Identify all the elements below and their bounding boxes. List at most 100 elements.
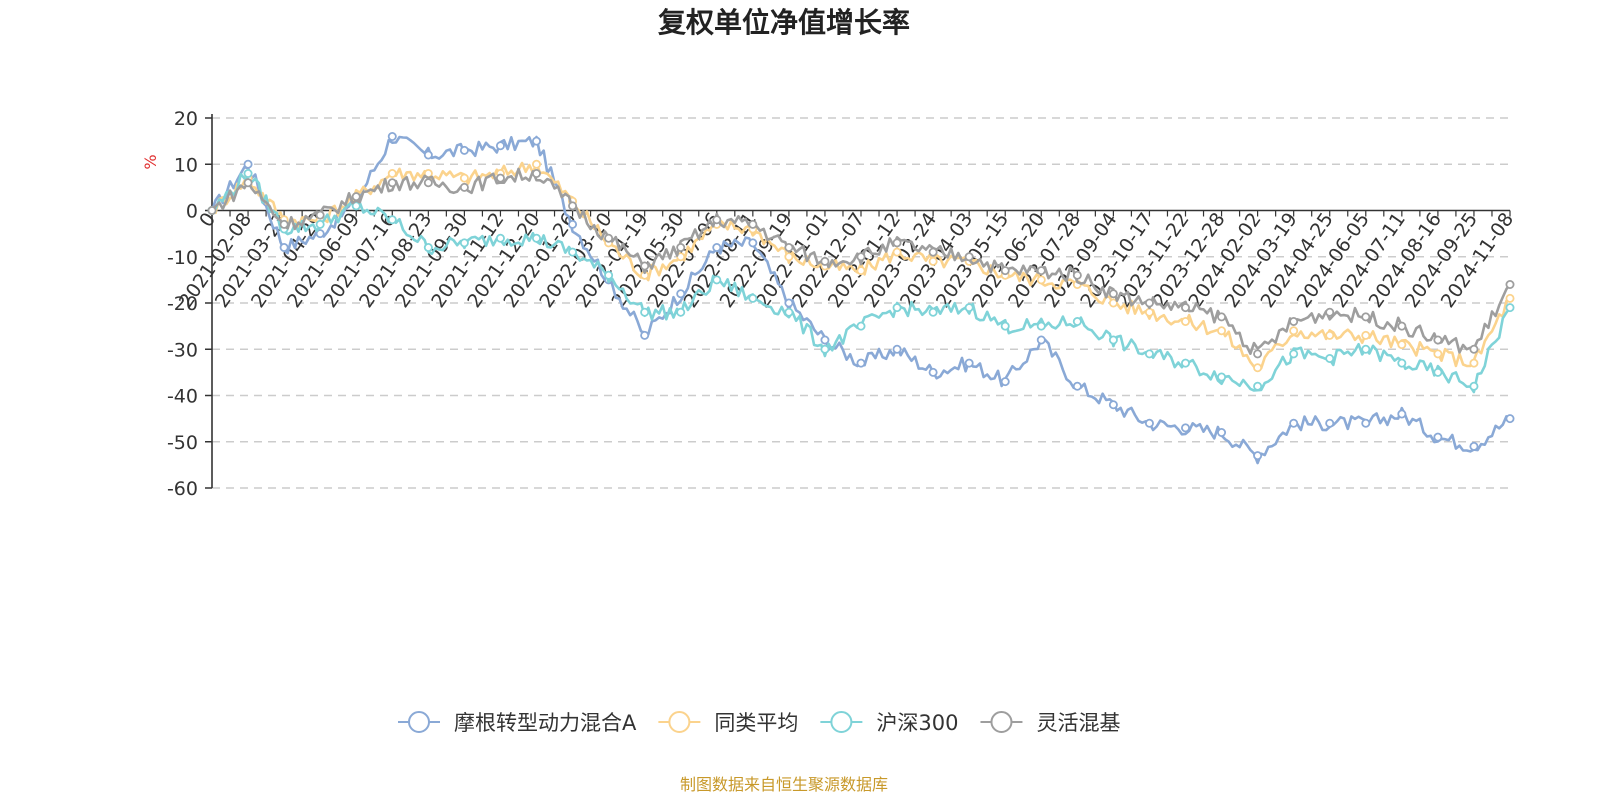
data-point [243, 159, 253, 169]
data-point [1072, 381, 1082, 391]
data-point [1289, 316, 1299, 326]
data-point [568, 201, 578, 211]
data-point [459, 238, 469, 248]
data-point [748, 219, 758, 229]
data-point [1325, 353, 1335, 363]
data-point [676, 242, 686, 252]
data-point [1325, 418, 1335, 428]
data-point [640, 307, 650, 317]
legend[interactable]: 摩根转型动力混合A 同类平均 沪深300 灵活混基 [398, 711, 1120, 735]
data-point [856, 252, 866, 262]
data-point [1036, 335, 1046, 345]
data-point [640, 330, 650, 340]
legend-label[interactable]: 灵活混基 [1036, 711, 1120, 735]
data-point [459, 145, 469, 155]
data-point [748, 238, 758, 248]
data-point [1072, 316, 1082, 326]
y-tick-label: -40 [167, 386, 198, 408]
data-point [1217, 312, 1227, 322]
data-point [1108, 289, 1118, 299]
data-point [964, 252, 974, 262]
data-point [1108, 298, 1118, 308]
data-point [1108, 335, 1118, 345]
data-point [964, 358, 974, 368]
data-point [1469, 358, 1479, 368]
data-point [928, 256, 938, 266]
data-point [532, 136, 542, 146]
data-point [1181, 358, 1191, 368]
data-point [1217, 326, 1227, 336]
data-point [387, 178, 397, 188]
legend-label[interactable]: 摩根转型动力混合A [454, 711, 637, 735]
data-point [1253, 381, 1263, 391]
data-point [712, 242, 722, 252]
data-point [1289, 326, 1299, 336]
data-point [784, 242, 794, 252]
data-point [1469, 344, 1479, 354]
data-point [1181, 316, 1191, 326]
data-point [315, 229, 325, 239]
data-point [856, 321, 866, 331]
data-point [1433, 367, 1443, 377]
data-point [1144, 298, 1154, 308]
data-point [532, 233, 542, 243]
legend-marker-icon[interactable] [668, 711, 691, 733]
data-point [1325, 307, 1335, 317]
y-tick-label: -10 [167, 247, 198, 269]
data-point [351, 201, 361, 211]
data-point [568, 247, 578, 257]
data-point [604, 270, 614, 280]
data-point [1325, 330, 1335, 340]
data-point [459, 182, 469, 192]
data-point [243, 178, 253, 188]
data-point [1361, 330, 1371, 340]
data-point [892, 303, 902, 313]
y-tick-label: -20 [167, 293, 198, 315]
data-point [640, 261, 650, 271]
data-point [1397, 409, 1407, 419]
data-point [784, 252, 794, 262]
data-point [712, 215, 722, 225]
y-tick-label: 0 [186, 201, 198, 223]
data-point [1505, 293, 1515, 303]
data-point [892, 238, 902, 248]
legend-marker-icon[interactable] [408, 711, 430, 733]
data-point [1253, 349, 1263, 359]
data-point [1469, 381, 1479, 391]
data-point [459, 173, 469, 183]
data-point [676, 289, 686, 299]
data-point [712, 275, 722, 285]
data-point [423, 150, 433, 160]
data-point [532, 168, 542, 178]
data-point [856, 266, 866, 276]
data-point [1361, 418, 1371, 428]
data-point [1505, 279, 1515, 289]
y-tick-label: -50 [167, 432, 198, 454]
data-point [820, 344, 830, 354]
legend-label[interactable]: 同类平均 [714, 711, 798, 735]
data-point [1505, 303, 1515, 313]
data-point [495, 173, 505, 183]
legend-label[interactable]: 沪深300 [876, 711, 958, 735]
data-point [387, 215, 397, 225]
y-tick-label: -60 [167, 478, 198, 500]
data-point [604, 233, 614, 243]
data-point [1361, 312, 1371, 322]
data-point [1505, 414, 1515, 424]
data-point [1144, 418, 1154, 428]
legend-marker-icon[interactable] [830, 711, 853, 733]
data-point [315, 210, 325, 220]
data-point [1072, 270, 1082, 280]
data-point [423, 178, 433, 188]
data-point [820, 256, 830, 266]
data-point [1144, 307, 1154, 317]
data-point [351, 192, 361, 202]
data-point [279, 219, 289, 229]
data-point [1036, 275, 1046, 285]
data-point [676, 307, 686, 317]
data-point [387, 131, 397, 141]
legend-marker-icon[interactable] [990, 711, 1013, 733]
data-point [1253, 451, 1263, 461]
data-point [928, 307, 938, 317]
